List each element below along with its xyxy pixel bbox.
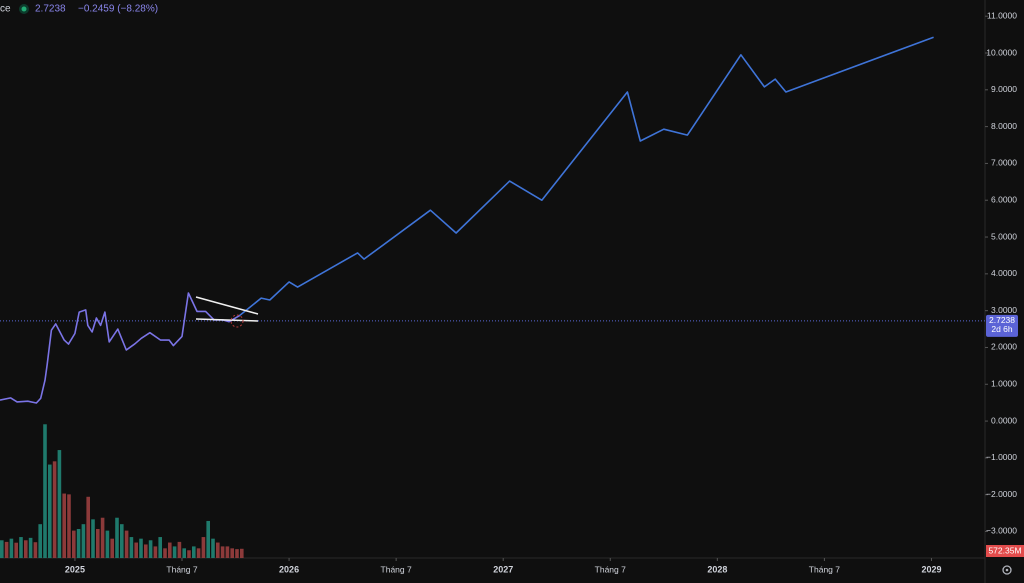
x-tick-label: Tháng 7 [381,564,412,574]
symbol: ce [0,4,11,15]
volume-bar [120,524,124,558]
x-tick-label: 2026 [279,564,299,574]
volume-bar [96,529,100,558]
volume-bar [62,493,66,558]
settings-icon[interactable] [1002,565,1012,575]
trendline-upper [195,296,259,315]
volume-bar [100,517,105,558]
volume-bar [235,549,239,558]
volume-bar [4,541,9,558]
volume-bar [182,548,186,558]
volume-bar [91,519,95,558]
y-tick-label: 0.0000 [991,415,1017,425]
volume-bar [196,548,201,558]
volume-bar [206,520,210,558]
y-tick-label: 6.0000 [991,194,1017,204]
y-tick-label: 9.0000 [991,84,1017,94]
volume-bar [148,540,153,558]
x-tick-label: 2027 [493,564,513,574]
volume-bar [201,537,206,558]
volume-bar [139,538,143,558]
volume-bar [115,517,119,558]
volume-bar [52,461,57,558]
volume-bar [211,538,215,558]
volume-bar [0,540,4,558]
volume-bar [105,530,110,558]
y-tick-label: 3.0000 [991,305,1017,315]
volume-bar [9,538,14,558]
volume-bar [240,548,244,558]
volume-bar [187,550,191,558]
x-tick-label: Tháng 7 [166,564,197,574]
volume-bar [28,537,33,558]
volume-bar [48,464,52,558]
volume-bar [72,530,76,558]
status-dot [21,6,27,12]
volume-bar [76,529,81,558]
y-tick-label: 11.0000 [987,10,1017,20]
y-tick-label: −2.0000 [986,489,1017,499]
price-line [239,36,934,317]
y-tick-label: −3.0000 [986,526,1017,536]
volume-bar [177,541,182,558]
x-tick-label: Tháng 7 [809,564,840,574]
volume-bar [225,546,230,558]
volume-bar [86,496,90,558]
volume-bar [43,424,47,558]
y-tick-label: 8.0000 [991,121,1017,131]
volume-bar [134,542,138,558]
volume-box [986,545,1024,557]
marker-circle [230,314,244,328]
y-tick-label: 4.0000 [991,268,1017,278]
header-price: 2.7238 [35,4,66,15]
volume-bar [192,546,196,558]
volume-bar [220,546,225,558]
settings-gear[interactable] [1002,565,1012,575]
y-tick-label: 1.0000 [991,379,1017,389]
last-price-label: 2.7238 [989,315,1015,325]
volume-bar [129,537,134,558]
y-tick-label: 5.0000 [991,231,1017,241]
volume-bar [67,494,71,558]
volume-bar [124,530,129,558]
volume-bar [81,524,86,558]
x-tick-label: 2028 [707,564,727,574]
price-line [0,292,241,404]
volume-bar [163,548,167,558]
header-change: −0.2459 (−8.28%) [78,4,158,15]
y-tick-label: 2.0000 [991,342,1017,352]
volume-bar [230,548,234,558]
plot [0,36,985,558]
y-tick-label: 10.0000 [986,47,1017,57]
volume-bar [144,544,148,558]
volume-bar [24,540,28,558]
volume-bar [38,524,42,558]
volume-bar [19,537,23,558]
volume-label: 572.35M [988,545,1021,555]
y-tick-label: 7.0000 [991,158,1017,168]
settings-dot[interactable] [1005,568,1009,572]
volume-bar [216,542,220,558]
volume-bar [33,542,38,558]
volume-bar [158,537,162,558]
volume-bar [172,546,177,558]
trendline-lower [195,318,259,322]
last-price-box [986,314,1018,337]
countdown: 2d 6h [991,324,1013,334]
volume-bar [57,450,62,558]
x-tick-label: 2025 [65,564,85,574]
x-tick-label: Tháng 7 [595,564,626,574]
volume-bar [153,546,158,558]
volume-bar [110,538,114,558]
volume-bar [168,542,172,558]
x-tick-label: 2029 [921,564,941,574]
y-tick-label: −1.0000 [986,452,1017,462]
volume-bar [14,542,18,558]
